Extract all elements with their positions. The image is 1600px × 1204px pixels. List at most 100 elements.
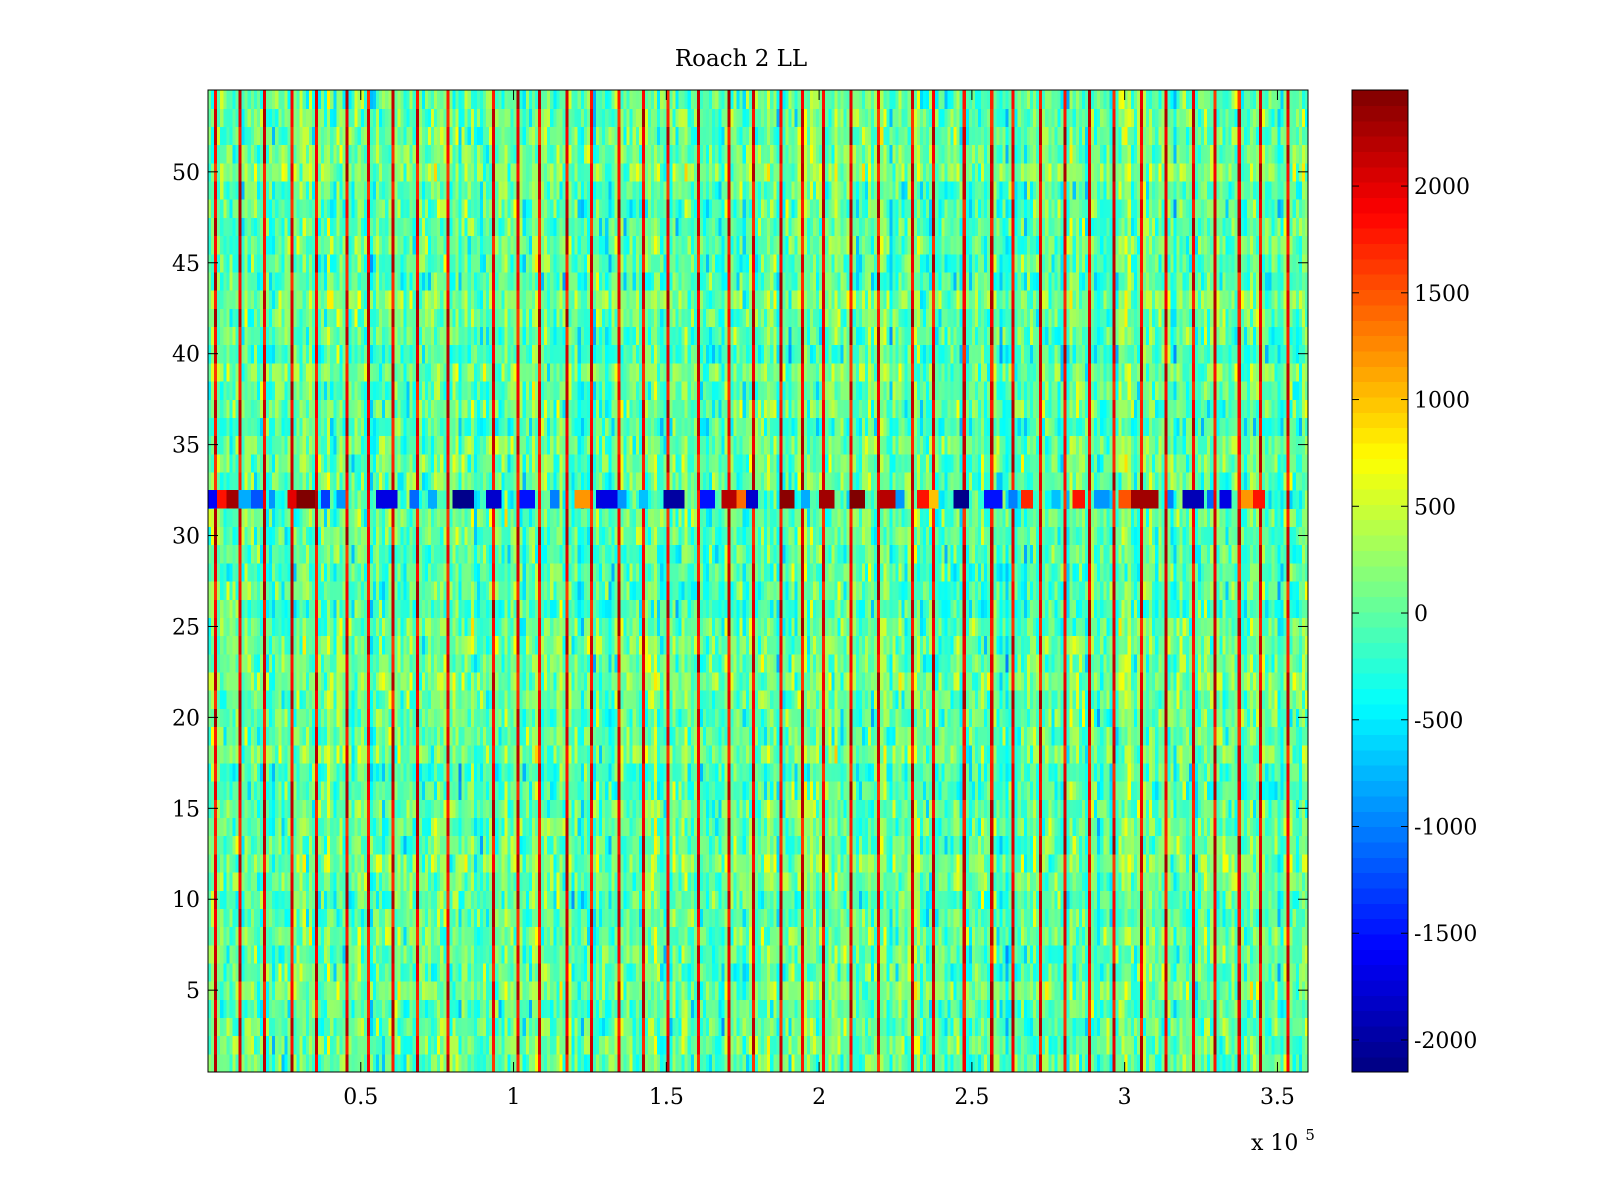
heatmap-cell xyxy=(782,944,787,964)
heatmap-cell xyxy=(987,981,991,1000)
heatmap-cell xyxy=(1161,1017,1165,1037)
heatmap-cell xyxy=(314,1053,319,1073)
heatmap-cell xyxy=(296,1053,301,1073)
heatmap-cell xyxy=(397,1035,402,1055)
heatmap-cell xyxy=(452,962,457,982)
heatmap-cell xyxy=(593,1035,597,1055)
heatmap-cell xyxy=(418,1035,423,1055)
heatmap-cell xyxy=(333,1017,337,1037)
heatmap-cell xyxy=(330,944,334,964)
heatmap-cell xyxy=(1143,962,1147,982)
heatmap-cell xyxy=(571,999,576,1019)
heatmap-cell xyxy=(397,981,402,1000)
heatmap-cell xyxy=(348,999,353,1019)
heatmap-cell xyxy=(822,1017,826,1037)
heatmap-cell xyxy=(571,1017,576,1037)
heatmap-cell xyxy=(623,962,628,982)
heatmap-cell xyxy=(880,981,884,1000)
heatmap-cell xyxy=(348,981,353,1000)
heatmap-cell xyxy=(458,1053,463,1073)
heatmap-cell xyxy=(409,1053,414,1073)
heatmap-cell xyxy=(632,1017,637,1037)
heatmap-cell xyxy=(354,999,359,1019)
heatmap-cell xyxy=(791,1035,796,1055)
heatmap-cell xyxy=(880,962,884,982)
heatmap-cell xyxy=(403,999,408,1019)
heatmap-cell xyxy=(831,1017,835,1037)
heatmap-cell xyxy=(1283,1017,1288,1037)
heatmap-cell xyxy=(479,981,484,1000)
heatmap-cell xyxy=(916,944,921,964)
heatmap-cell xyxy=(663,999,667,1019)
heatmap-cell xyxy=(1075,962,1080,982)
heatmap-cell xyxy=(1253,981,1257,1000)
heatmap-cell xyxy=(559,962,564,982)
heatmap-cell xyxy=(217,999,221,1019)
heatmap-cell xyxy=(431,981,435,1000)
heatmap-cell xyxy=(1036,1035,1040,1055)
heatmap-cell xyxy=(953,999,958,1019)
heatmap-cell xyxy=(748,944,753,964)
heatmap-cell xyxy=(327,981,331,1000)
heatmap-cell xyxy=(211,962,215,982)
heatmap-cell xyxy=(935,999,939,1019)
heatmap-cell xyxy=(965,962,970,982)
heatmap-cell xyxy=(412,1053,417,1073)
heatmap-cell xyxy=(748,981,753,1000)
heatmap-cell xyxy=(1152,981,1156,1000)
heatmap-cell xyxy=(868,1017,872,1037)
heatmap-cell xyxy=(1301,962,1306,982)
heatmap-cell xyxy=(479,999,484,1019)
heatmap-cell xyxy=(880,1017,884,1037)
heatmap-cell xyxy=(693,1053,698,1073)
heatmap-cell xyxy=(1246,1017,1251,1037)
heatmap-cell xyxy=(284,981,289,1000)
heatmap-cell xyxy=(1234,1035,1239,1055)
heatmap-cell xyxy=(376,944,380,964)
heatmap-cell xyxy=(1054,962,1059,982)
heatmap-cell xyxy=(651,1017,655,1037)
heatmap-cell xyxy=(461,944,466,964)
heatmap-cell xyxy=(541,962,545,982)
heatmap-cell xyxy=(1002,981,1007,1000)
heatmap-cell xyxy=(394,981,399,1000)
heatmap-cell xyxy=(1103,981,1107,1000)
heatmap-cell xyxy=(1228,1053,1233,1073)
heatmap-cell xyxy=(553,962,557,982)
heatmap-cell xyxy=(333,981,337,1000)
heatmap-cell xyxy=(1100,962,1104,982)
heatmap-cell xyxy=(406,962,411,982)
heatmap-cell xyxy=(229,944,234,964)
heatmap-cell xyxy=(571,981,576,1000)
heatmap-cell xyxy=(635,981,640,1000)
heatmap-cell xyxy=(623,999,628,1019)
heatmap-cell xyxy=(1078,1053,1083,1073)
heatmap-cell xyxy=(641,999,646,1019)
heatmap-cell xyxy=(1152,1035,1156,1055)
heatmap-cell xyxy=(1219,1017,1224,1037)
heatmap-cell xyxy=(437,1035,441,1055)
heatmap-cell xyxy=(1075,1035,1080,1055)
heatmap-cell xyxy=(608,981,612,1000)
heatmap-cell xyxy=(345,999,350,1019)
heatmap-cell xyxy=(1155,1017,1159,1037)
heatmap-cell xyxy=(311,962,316,982)
heatmap-cell xyxy=(849,1053,854,1073)
heatmap-cell xyxy=(1143,981,1147,1000)
heatmap-cell xyxy=(1023,1053,1028,1073)
heatmap-cell xyxy=(495,1053,499,1073)
heatmap-cell xyxy=(1265,1035,1269,1055)
heatmap-cell xyxy=(1170,1035,1175,1055)
heatmap-cell xyxy=(712,944,716,964)
heatmap-cell xyxy=(525,981,530,1000)
heatmap-cell xyxy=(351,962,356,982)
heatmap-cell xyxy=(644,1035,649,1055)
heatmap-cell xyxy=(531,962,536,982)
heatmap-cell xyxy=(538,999,542,1019)
heatmap-cell xyxy=(259,1053,264,1073)
heatmap-cell xyxy=(929,981,933,1000)
heatmap-cell xyxy=(1271,962,1275,982)
heatmap-cell xyxy=(806,1017,811,1037)
heatmap-cell xyxy=(1295,1035,1300,1055)
heatmap-cell xyxy=(785,1017,790,1037)
